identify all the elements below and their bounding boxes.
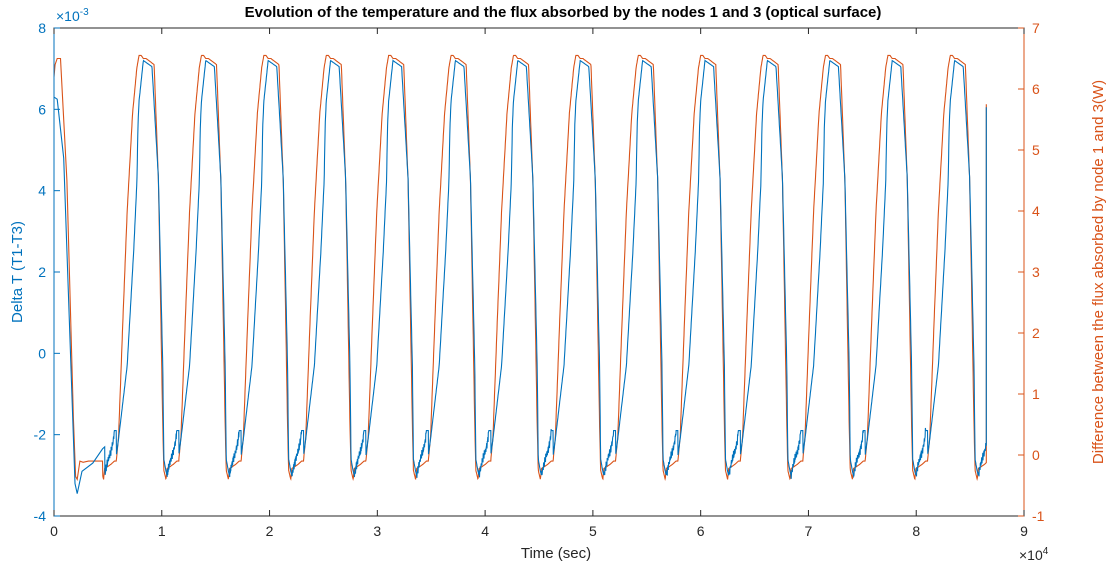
y-left-tick-label: 2 <box>38 264 46 280</box>
x-tick-label: 0 <box>50 523 58 539</box>
x-tick-label: 4 <box>481 523 489 539</box>
series-line-delta-t <box>53 59 987 494</box>
y-right-tick-label: 4 <box>1032 203 1040 219</box>
x-tick-label: 8 <box>912 523 920 539</box>
y-right-tick-label: 3 <box>1032 264 1040 280</box>
x-tick-label: 3 <box>373 523 381 539</box>
y-left-tick-label: -2 <box>34 427 47 443</box>
axes-layer: 0 1 2 3 4 5 6 7 8 9 -4 -2 0 2 4 6 8 -1 0 1 2 3 4 5 6 7 <box>34 20 1045 539</box>
y-left-exponent-base: ×10 <box>56 8 80 24</box>
chart-title: Evolution of the temperature and the flu… <box>245 4 882 21</box>
y-right-tick-label: 5 <box>1032 142 1040 158</box>
series-layer <box>53 54 987 494</box>
x-tick-label: 1 <box>158 523 166 539</box>
y-right-tick-label: 1 <box>1032 386 1040 402</box>
y-right-tick-label: 7 <box>1032 20 1040 36</box>
x-tick-label: 6 <box>697 523 705 539</box>
x-tick-label: 9 <box>1020 523 1028 539</box>
y-left-tick-label: 6 <box>38 101 46 117</box>
plot-area <box>54 28 1024 516</box>
y-right-axis-label: Difference between the flux absorbed by … <box>1090 80 1107 464</box>
y-left-tick-label: 4 <box>38 183 46 199</box>
x-exponent-power: 4 <box>1043 546 1049 557</box>
y-left-exponent-label: ×10-3 <box>56 7 89 24</box>
x-tick-label: 7 <box>805 523 813 539</box>
x-tick-label: 2 <box>266 523 274 539</box>
y-left-tick-label: 0 <box>38 345 46 361</box>
y-right-tick-label: 2 <box>1032 325 1040 341</box>
y-right-tick-label: -1 <box>1032 508 1045 524</box>
y-left-tick-label: 8 <box>38 20 46 36</box>
x-exponent-base: ×10 <box>1019 547 1043 563</box>
y-left-exponent-power: -3 <box>80 7 89 18</box>
y-left-tick-label: -4 <box>34 508 47 524</box>
x-axis-label: Time (sec) <box>521 545 591 562</box>
y-left-axis-label: Delta T (T1-T3) <box>9 221 26 323</box>
x-tick-label: 5 <box>589 523 597 539</box>
y-right-tick-label: 0 <box>1032 447 1040 463</box>
y-right-tick-label: 6 <box>1032 81 1040 97</box>
x-exponent-label: ×104 <box>1019 546 1049 563</box>
